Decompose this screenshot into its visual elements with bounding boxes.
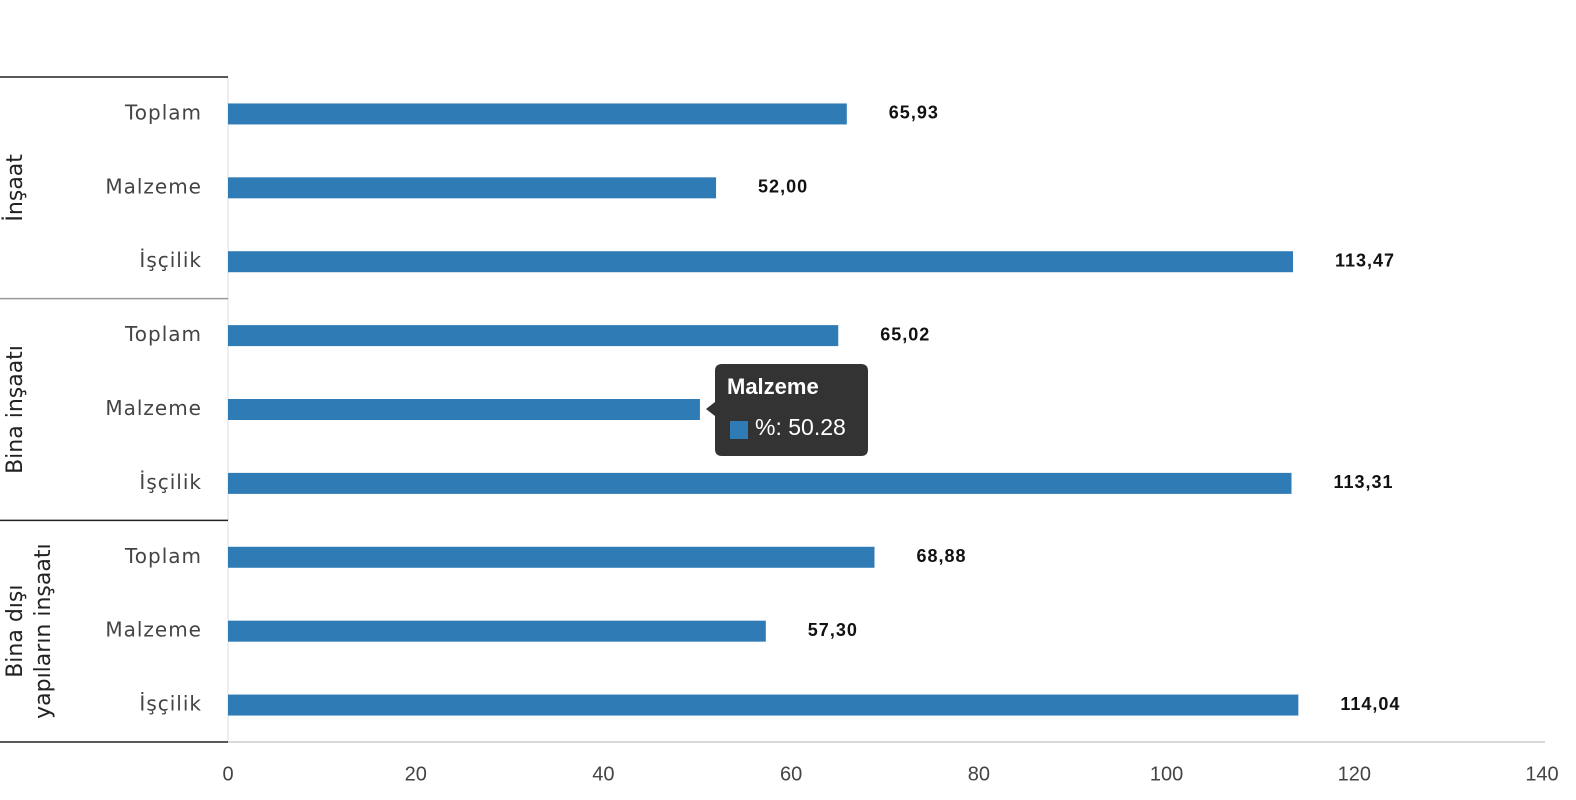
- bar: [228, 177, 717, 199]
- value-label: 65,93: [889, 103, 939, 123]
- x-tick-label: 60: [780, 763, 802, 785]
- value-label: 113,47: [1335, 250, 1395, 270]
- value-label: 65,02: [880, 324, 930, 344]
- value-label: 52,00: [758, 177, 808, 197]
- bar: [228, 620, 766, 642]
- tooltip-swatch: [730, 421, 748, 439]
- y-tick-label: Toplam: [124, 544, 202, 568]
- group-label: Bina inşaatı: [3, 345, 28, 474]
- y-tick-label: Malzeme: [105, 618, 202, 642]
- value-label: 114,04: [1340, 694, 1400, 714]
- y-tick-label: Toplam: [124, 100, 202, 124]
- x-tick-label: 140: [1525, 763, 1558, 785]
- bar: [228, 472, 1292, 494]
- x-tick-label: 20: [405, 763, 427, 785]
- y-tick-label: Toplam: [124, 322, 202, 346]
- x-tick-label: 0: [222, 763, 233, 785]
- value-label: 57,30: [808, 620, 858, 640]
- y-tick-label: İşçilik: [139, 248, 202, 272]
- group-label: yapıların inşaatı: [31, 543, 56, 718]
- bar: [228, 251, 1293, 273]
- y-tick-label: İşçilik: [139, 470, 202, 494]
- y-tick-label: İşçilik: [139, 692, 202, 716]
- value-label: 68,88: [916, 546, 966, 566]
- y-tick-label: Malzeme: [105, 174, 202, 198]
- group-label: Bina dışı: [3, 585, 28, 678]
- tooltip-text: %: 50.28: [755, 414, 846, 440]
- bar: [228, 399, 700, 420]
- bar: [228, 694, 1299, 716]
- x-tick-label: 80: [968, 763, 990, 785]
- value-label: 113,31: [1333, 472, 1393, 492]
- bar: [228, 103, 847, 125]
- group-label: İnşaat: [2, 154, 28, 222]
- y-tick-label: Malzeme: [105, 396, 202, 420]
- bar: [228, 546, 875, 568]
- bar: [228, 325, 839, 347]
- tooltip-title: Malzeme: [727, 374, 819, 399]
- tooltip: Malzeme %: 50.28: [706, 364, 868, 456]
- x-tick-label: 100: [1150, 763, 1183, 785]
- x-tick-label: 120: [1338, 763, 1371, 785]
- x-tick-label: 40: [592, 763, 614, 785]
